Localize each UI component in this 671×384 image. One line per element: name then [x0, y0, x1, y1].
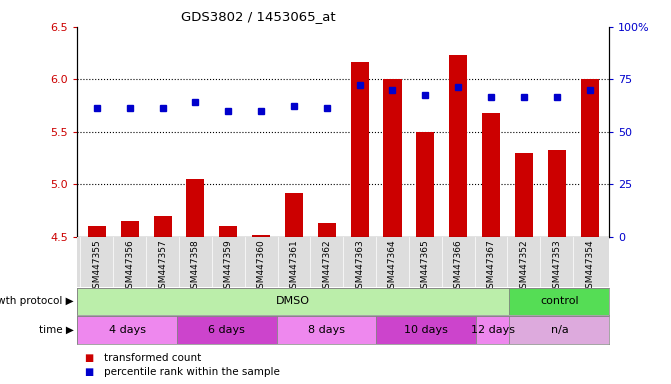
Text: time ▶: time ▶: [39, 325, 74, 335]
Bar: [449, 55, 467, 237]
Bar: [276, 316, 376, 344]
Bar: [187, 179, 205, 237]
Bar: [252, 235, 270, 237]
Text: GSM447353: GSM447353: [552, 240, 561, 294]
Bar: [580, 79, 599, 237]
Bar: [515, 153, 533, 237]
Bar: [77, 316, 177, 344]
Text: GSM447362: GSM447362: [322, 240, 331, 294]
Text: growth protocol ▶: growth protocol ▶: [0, 296, 74, 306]
Text: GSM447358: GSM447358: [191, 240, 200, 294]
Text: GSM447363: GSM447363: [355, 240, 364, 294]
Text: GSM447367: GSM447367: [486, 240, 495, 294]
Text: 4 days: 4 days: [109, 325, 146, 335]
Bar: [482, 113, 500, 237]
Text: 6 days: 6 days: [209, 325, 246, 335]
Bar: [351, 61, 368, 237]
Bar: [285, 193, 303, 237]
Bar: [177, 316, 276, 344]
Text: GSM447361: GSM447361: [289, 240, 299, 294]
Bar: [154, 216, 172, 237]
Text: GSM447355: GSM447355: [93, 240, 101, 294]
Bar: [219, 227, 238, 237]
Text: control: control: [540, 296, 578, 306]
Text: GSM447357: GSM447357: [158, 240, 167, 294]
Text: transformed count: transformed count: [104, 353, 201, 363]
Bar: [318, 223, 336, 237]
Bar: [88, 227, 106, 237]
Bar: [416, 132, 434, 237]
Text: GSM447364: GSM447364: [388, 240, 397, 294]
Text: n/a: n/a: [550, 325, 568, 335]
Text: GSM447365: GSM447365: [421, 240, 430, 294]
Bar: [509, 316, 609, 344]
Text: ■: ■: [84, 366, 93, 377]
Text: percentile rank within the sample: percentile rank within the sample: [104, 366, 280, 377]
Bar: [548, 150, 566, 237]
Text: GSM447352: GSM447352: [519, 240, 528, 294]
Bar: [383, 79, 401, 237]
Text: ■: ■: [84, 353, 93, 363]
Text: GSM447360: GSM447360: [256, 240, 266, 294]
Bar: [509, 288, 609, 315]
Bar: [121, 221, 139, 237]
Text: GSM447354: GSM447354: [585, 240, 594, 294]
Text: 8 days: 8 days: [308, 325, 345, 335]
Text: 10 days: 10 days: [405, 325, 448, 335]
Bar: [376, 316, 476, 344]
Text: GDS3802 / 1453065_at: GDS3802 / 1453065_at: [181, 10, 336, 23]
Bar: [476, 316, 509, 344]
Text: GSM447356: GSM447356: [125, 240, 134, 294]
Text: GSM447359: GSM447359: [223, 240, 233, 294]
Text: 12 days: 12 days: [471, 325, 515, 335]
Text: DMSO: DMSO: [276, 296, 310, 306]
Text: GSM447366: GSM447366: [454, 240, 463, 294]
Bar: [77, 288, 509, 315]
